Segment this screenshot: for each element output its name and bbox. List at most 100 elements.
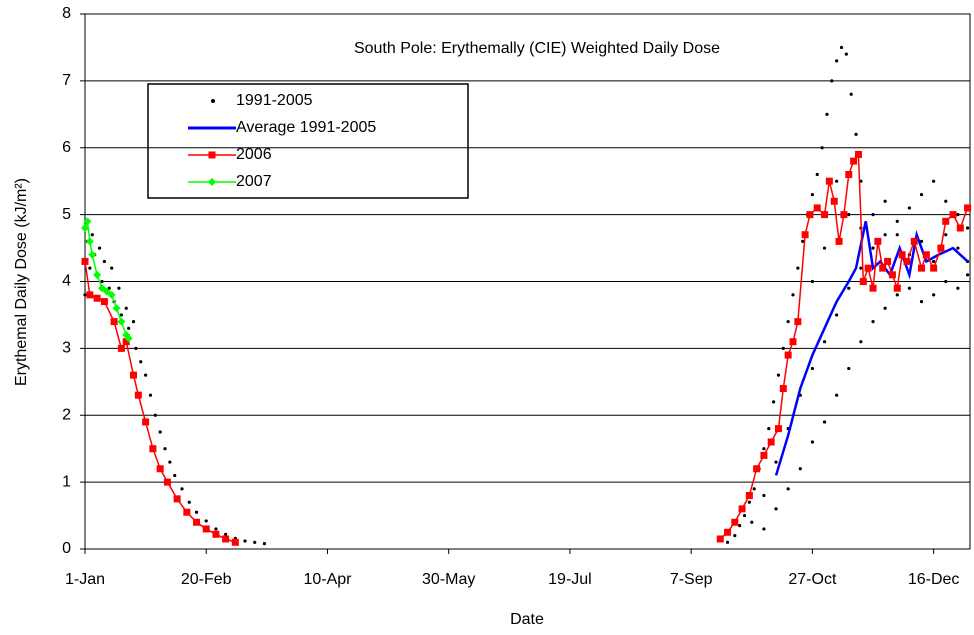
point	[202, 525, 210, 533]
point	[798, 467, 802, 471]
point	[825, 177, 833, 185]
point	[956, 213, 960, 217]
point	[183, 508, 191, 516]
point	[776, 373, 781, 377]
y-tick-label: 8	[62, 5, 71, 22]
point	[187, 500, 191, 504]
point	[801, 231, 809, 239]
point	[932, 179, 936, 183]
point	[110, 318, 118, 326]
point	[845, 171, 853, 178]
point	[156, 465, 164, 473]
point	[139, 360, 143, 364]
point	[794, 318, 802, 326]
point	[716, 535, 724, 543]
point	[835, 179, 839, 183]
point	[907, 206, 911, 210]
y-tick-label: 6	[62, 139, 71, 156]
point	[102, 259, 106, 264]
point	[822, 246, 827, 250]
point	[822, 420, 827, 424]
point	[733, 534, 737, 538]
point	[871, 246, 875, 250]
point	[806, 211, 814, 219]
point	[942, 217, 950, 225]
point	[964, 204, 972, 212]
point	[131, 320, 136, 324]
point	[222, 535, 230, 543]
point	[944, 199, 948, 203]
point	[859, 340, 863, 344]
point	[88, 266, 92, 270]
point	[895, 219, 899, 223]
point	[779, 385, 787, 392]
point	[93, 294, 101, 302]
point	[869, 284, 877, 292]
point	[859, 278, 867, 285]
point	[124, 334, 133, 343]
point	[854, 150, 862, 158]
point	[100, 279, 104, 284]
point	[153, 413, 157, 417]
point	[791, 293, 795, 297]
point	[810, 366, 814, 371]
point	[760, 451, 768, 459]
point	[110, 266, 114, 270]
point	[127, 326, 131, 330]
point	[965, 273, 970, 277]
point	[144, 373, 148, 377]
y-tick-label: 2	[62, 406, 71, 423]
point	[784, 351, 792, 359]
point	[774, 507, 778, 511]
chart-title: South Pole: Erythemally (CIE) Weighted D…	[354, 40, 720, 57]
point	[774, 460, 778, 464]
point	[937, 244, 945, 252]
point	[124, 306, 128, 310]
point	[821, 211, 829, 219]
point	[919, 239, 924, 243]
point	[930, 264, 938, 272]
point	[204, 519, 208, 523]
point	[212, 530, 220, 538]
point	[122, 338, 130, 346]
point	[193, 518, 201, 526]
point	[850, 157, 858, 165]
point	[835, 313, 839, 317]
point	[119, 313, 123, 317]
point	[898, 251, 906, 259]
legend-label: Average 1991-2005	[236, 119, 376, 136]
point	[786, 320, 790, 324]
point	[762, 493, 766, 498]
point	[840, 211, 848, 219]
point	[747, 500, 751, 504]
point	[893, 284, 901, 292]
y-tick-label: 4	[62, 273, 71, 290]
point	[847, 213, 851, 217]
point	[871, 320, 875, 324]
point	[839, 45, 844, 50]
y-tick-label: 1	[62, 473, 71, 490]
point	[762, 447, 766, 451]
point	[83, 217, 92, 226]
point	[168, 460, 172, 464]
point	[163, 478, 171, 486]
point	[874, 237, 882, 245]
point	[173, 473, 177, 478]
point	[767, 438, 775, 446]
point	[767, 427, 771, 431]
point	[262, 542, 267, 546]
point	[944, 233, 948, 237]
point	[149, 445, 157, 453]
point	[849, 92, 853, 96]
point	[871, 213, 875, 217]
point	[815, 172, 819, 177]
point	[134, 346, 138, 350]
legend-marker	[208, 151, 216, 159]
point	[781, 346, 785, 350]
y-axis-label: Erythemal Daily Dose (kJ/m²)	[13, 178, 30, 386]
point	[810, 192, 814, 197]
x-tick-label: 19-Jul	[548, 571, 592, 588]
point	[725, 540, 730, 544]
point	[97, 284, 106, 293]
